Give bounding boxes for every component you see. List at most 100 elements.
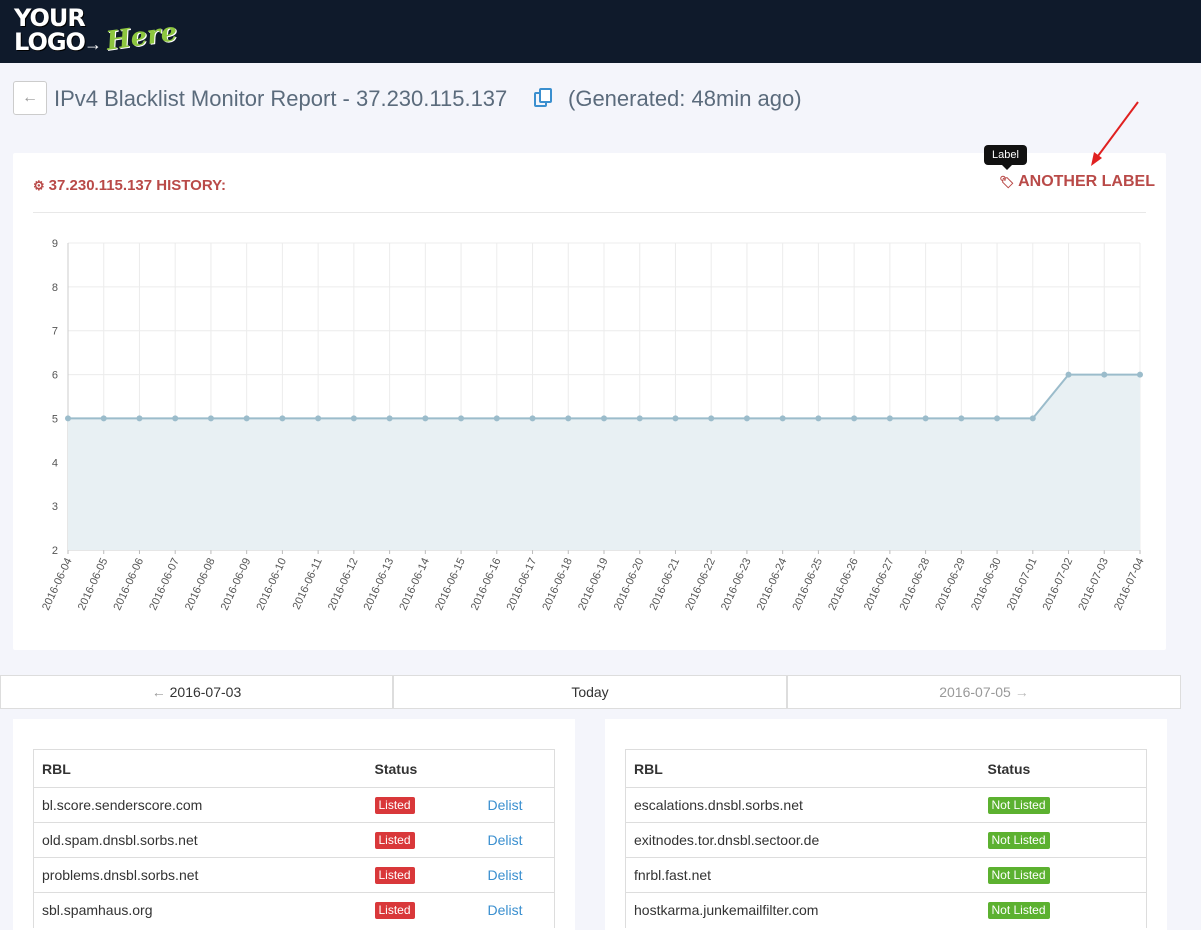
- column-header-rbl: RBL: [625, 749, 980, 788]
- data-point: [243, 415, 250, 422]
- y-tick-label: 7: [52, 326, 58, 338]
- delist-link[interactable]: Delist: [487, 867, 523, 883]
- x-tick-label: 2016-06-17: [505, 556, 540, 612]
- data-point: [1029, 415, 1036, 422]
- action-cell: Delist: [479, 822, 555, 858]
- data-point: [350, 415, 357, 422]
- table-row: old.spam.dnsbl.sorbs.net Listed Delist: [33, 822, 555, 858]
- today-label: Today: [571, 684, 609, 700]
- table-row: escalations.dnsbl.sorbs.net Not Listed: [625, 787, 1147, 823]
- x-tick-label: 2016-06-26: [826, 556, 861, 612]
- data-point: [100, 415, 107, 422]
- x-tick-label: 2016-06-15: [433, 556, 468, 612]
- data-point: [994, 415, 1001, 422]
- history-title: ⚙ 37.230.115.137 HISTORY:: [33, 177, 226, 194]
- x-tick-label: 2016-06-20: [612, 556, 647, 612]
- status-badge: Not Listed: [987, 867, 1050, 884]
- status-cell: Listed: [366, 822, 480, 858]
- table-row: problems.dnsbl.sorbs.net Listed Delist: [33, 857, 555, 893]
- rbl-name: sbl.spamhaus.org: [33, 892, 367, 928]
- status-cell: Not Listed: [979, 857, 1147, 893]
- rbl-name: old.spam.dnsbl.sorbs.net: [33, 822, 367, 858]
- gears-icon: ⚙: [33, 178, 45, 193]
- today-button[interactable]: Today: [393, 675, 787, 709]
- rbl-name: problems.dnsbl.sorbs.net: [33, 857, 367, 893]
- x-tick-label: 2016-06-27: [862, 556, 897, 612]
- rbl-table-right: RBL Status escalations.dnsbl.sorbs.net No…: [625, 749, 1147, 928]
- rbl-name: bl.score.senderscore.com: [33, 787, 367, 823]
- back-button[interactable]: ←: [13, 81, 47, 115]
- prev-day-button[interactable]: ← 2016-07-03: [0, 675, 393, 709]
- y-tick-label: 2: [52, 545, 58, 557]
- x-tick-label: 2016-06-08: [183, 556, 218, 612]
- data-point: [958, 415, 965, 422]
- x-tick-label: 2016-06-13: [362, 556, 397, 612]
- logo-text-accent: Here: [104, 17, 180, 57]
- status-badge: Listed: [374, 867, 415, 884]
- data-point: [458, 415, 465, 422]
- data-point: [922, 415, 929, 422]
- data-point: [65, 415, 71, 422]
- arrow-left-icon: ←: [151, 684, 166, 700]
- data-point: [493, 415, 500, 422]
- delist-link[interactable]: Delist: [487, 797, 523, 813]
- x-tick-label: 2016-07-02: [1041, 556, 1076, 612]
- x-tick-label: 2016-07-03: [1076, 556, 1111, 612]
- status-badge: Listed: [374, 797, 415, 814]
- rbl-name: exitnodes.tor.dnsbl.sectoor.de: [625, 822, 980, 858]
- series-area: [68, 374, 1140, 550]
- column-header-action: [479, 749, 555, 788]
- status-badge: Listed: [374, 902, 415, 920]
- card-divider: [33, 212, 1146, 213]
- x-tick-label: 2016-07-01: [1005, 556, 1040, 612]
- delist-link[interactable]: Delist: [487, 902, 523, 919]
- x-tick-label: 2016-06-21: [648, 556, 683, 612]
- y-tick-label: 4: [52, 457, 58, 469]
- action-cell: Delist: [479, 892, 555, 928]
- status-badge: Not Listed: [987, 832, 1050, 849]
- rbl-panel-right: RBL Status escalations.dnsbl.sorbs.net No…: [605, 719, 1167, 930]
- x-tick-label: 2016-06-12: [326, 556, 361, 612]
- brand-logo[interactable]: YOUR LOGO → Here: [14, 4, 179, 58]
- data-point: [315, 415, 322, 422]
- x-tick-label: 2016-06-05: [76, 556, 111, 612]
- data-point: [851, 415, 858, 422]
- delist-link[interactable]: Delist: [487, 832, 523, 848]
- rbl-name: fnrbl.fast.net: [625, 857, 980, 893]
- rbl-panel-left: RBL Status bl.score.senderscore.com Liste…: [13, 719, 575, 930]
- prev-day-label: 2016-07-03: [169, 684, 242, 700]
- x-tick-label: 2016-06-10: [254, 556, 289, 612]
- copy-icon[interactable]: [533, 88, 553, 108]
- status-badge: Listed: [374, 832, 415, 849]
- x-tick-label: 2016-06-24: [755, 556, 790, 612]
- ip-label-link[interactable]: 🏷 ANOTHER LABEL: [999, 173, 1155, 191]
- x-tick-label: 2016-06-16: [469, 556, 504, 612]
- y-tick-label: 9: [52, 238, 58, 250]
- x-tick-label: 2016-06-04: [40, 556, 75, 612]
- rbl-name: escalations.dnsbl.sorbs.net: [625, 787, 980, 823]
- y-tick-label: 3: [52, 501, 58, 513]
- table-row: exitnodes.tor.dnsbl.sectoor.de Not Listed: [625, 822, 1147, 858]
- x-tick-label: 2016-06-06: [112, 556, 147, 612]
- top-navbar: YOUR LOGO → Here: [0, 0, 1201, 63]
- date-pager: ← 2016-07-03 Today 2016-07-05 →: [0, 675, 1181, 709]
- status-badge: Not Listed: [987, 797, 1050, 814]
- x-tick-label: 2016-06-18: [540, 556, 575, 612]
- data-point: [1065, 371, 1072, 378]
- data-point: [708, 415, 715, 422]
- x-tick-label: 2016-06-09: [219, 556, 254, 612]
- x-tick-label: 2016-06-23: [719, 556, 754, 612]
- data-point: [886, 415, 893, 422]
- data-point: [1101, 371, 1108, 378]
- status-badge: Not Listed: [987, 902, 1050, 920]
- y-tick-label: 6: [52, 370, 58, 382]
- next-day-label: 2016-07-05: [939, 684, 1011, 700]
- x-tick-label: 2016-06-22: [683, 556, 718, 612]
- data-point: [172, 415, 179, 422]
- next-day-button[interactable]: 2016-07-05 →: [787, 675, 1181, 709]
- logo-text-line2: LOGO: [14, 28, 86, 56]
- data-point: [207, 415, 214, 422]
- table-header-row: RBL Status: [625, 749, 1147, 788]
- y-tick-label: 8: [52, 282, 58, 294]
- x-tick-label: 2016-06-29: [933, 556, 968, 612]
